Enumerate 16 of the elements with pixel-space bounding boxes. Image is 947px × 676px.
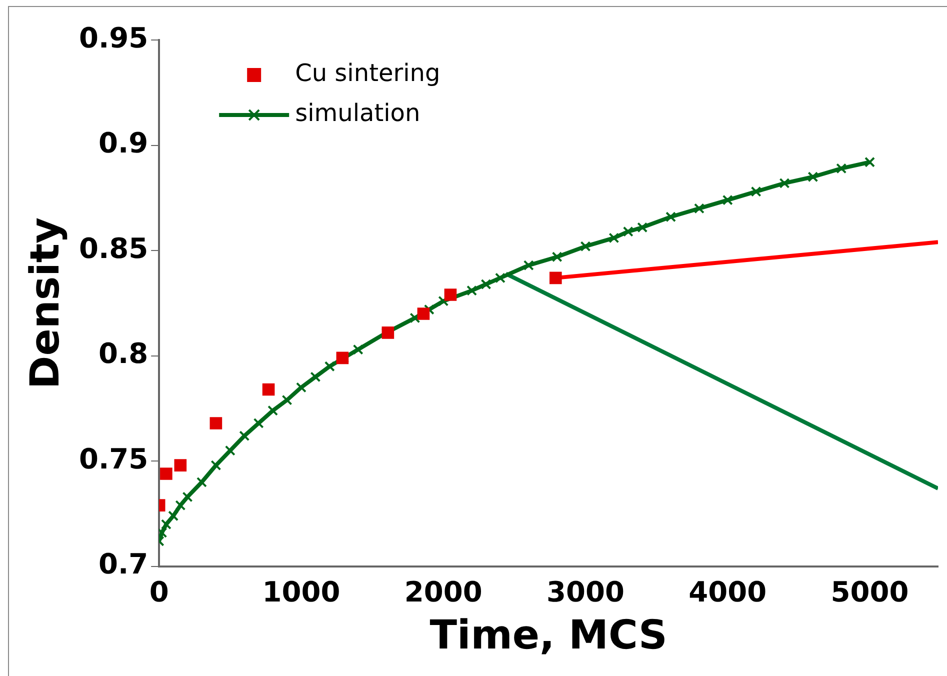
x-tick-label: 2000 [404, 575, 482, 608]
y-tick-label: 0.95 [78, 21, 148, 54]
legend-label: simulation [295, 99, 420, 128]
y-tick-label: 0.9 [98, 126, 148, 160]
x-tick-label: 4000 [688, 575, 767, 608]
y-tick-label: 0.85 [78, 232, 148, 265]
y-tick-label: 0.75 [78, 442, 148, 476]
x-tick-label: 5000 [830, 575, 909, 608]
y-tick-label: 0.7 [98, 548, 148, 581]
x-tick-label: 1000 [262, 575, 340, 608]
legend-label: Cu sintering [295, 59, 440, 88]
x-tick-label: 0 [149, 575, 169, 608]
y-axis-title: Density [22, 217, 68, 389]
x-axis-title: Time, MCS [430, 612, 668, 658]
y-tick-label: 0.8 [98, 337, 148, 370]
x-tick-label: 3000 [546, 575, 624, 608]
